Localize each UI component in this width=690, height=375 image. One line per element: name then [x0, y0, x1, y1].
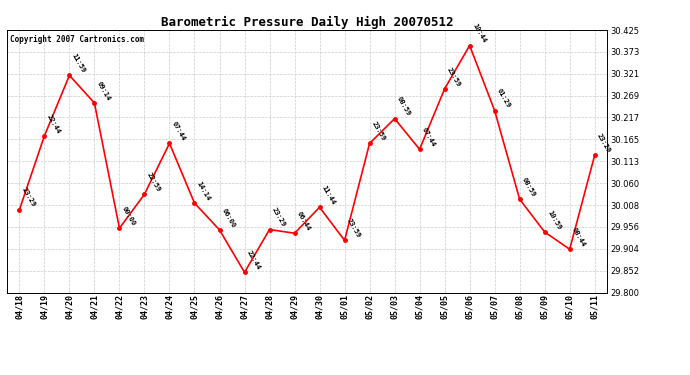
Text: 07:44: 07:44: [171, 121, 187, 142]
Text: 22:44: 22:44: [46, 113, 61, 135]
Text: 06:00: 06:00: [221, 207, 237, 228]
Title: Barometric Pressure Daily High 20070512: Barometric Pressure Daily High 20070512: [161, 16, 453, 29]
Text: 23:29: 23:29: [596, 132, 612, 154]
Text: 09:14: 09:14: [96, 80, 112, 102]
Text: 08:59: 08:59: [521, 177, 537, 198]
Text: 23:29: 23:29: [21, 187, 37, 209]
Text: 08:44: 08:44: [571, 226, 587, 248]
Text: 11:59: 11:59: [71, 53, 87, 74]
Text: 14:14: 14:14: [196, 180, 212, 202]
Text: 23:59: 23:59: [371, 121, 387, 142]
Text: 01:29: 01:29: [496, 88, 512, 109]
Text: 22:59: 22:59: [146, 171, 161, 193]
Text: 10:59: 10:59: [546, 209, 562, 231]
Text: 10:44: 10:44: [471, 23, 487, 44]
Text: 11:44: 11:44: [321, 184, 337, 206]
Text: Copyright 2007 Cartronics.com: Copyright 2007 Cartronics.com: [10, 35, 144, 44]
Text: 23:59: 23:59: [346, 217, 362, 239]
Text: 00:00: 00:00: [121, 206, 137, 227]
Text: 23:59: 23:59: [446, 66, 462, 87]
Text: 08:59: 08:59: [396, 96, 412, 117]
Text: 22:44: 22:44: [246, 249, 262, 271]
Text: 07:44: 07:44: [421, 126, 437, 148]
Text: 23:29: 23:29: [271, 207, 287, 228]
Text: 06:44: 06:44: [296, 210, 312, 232]
